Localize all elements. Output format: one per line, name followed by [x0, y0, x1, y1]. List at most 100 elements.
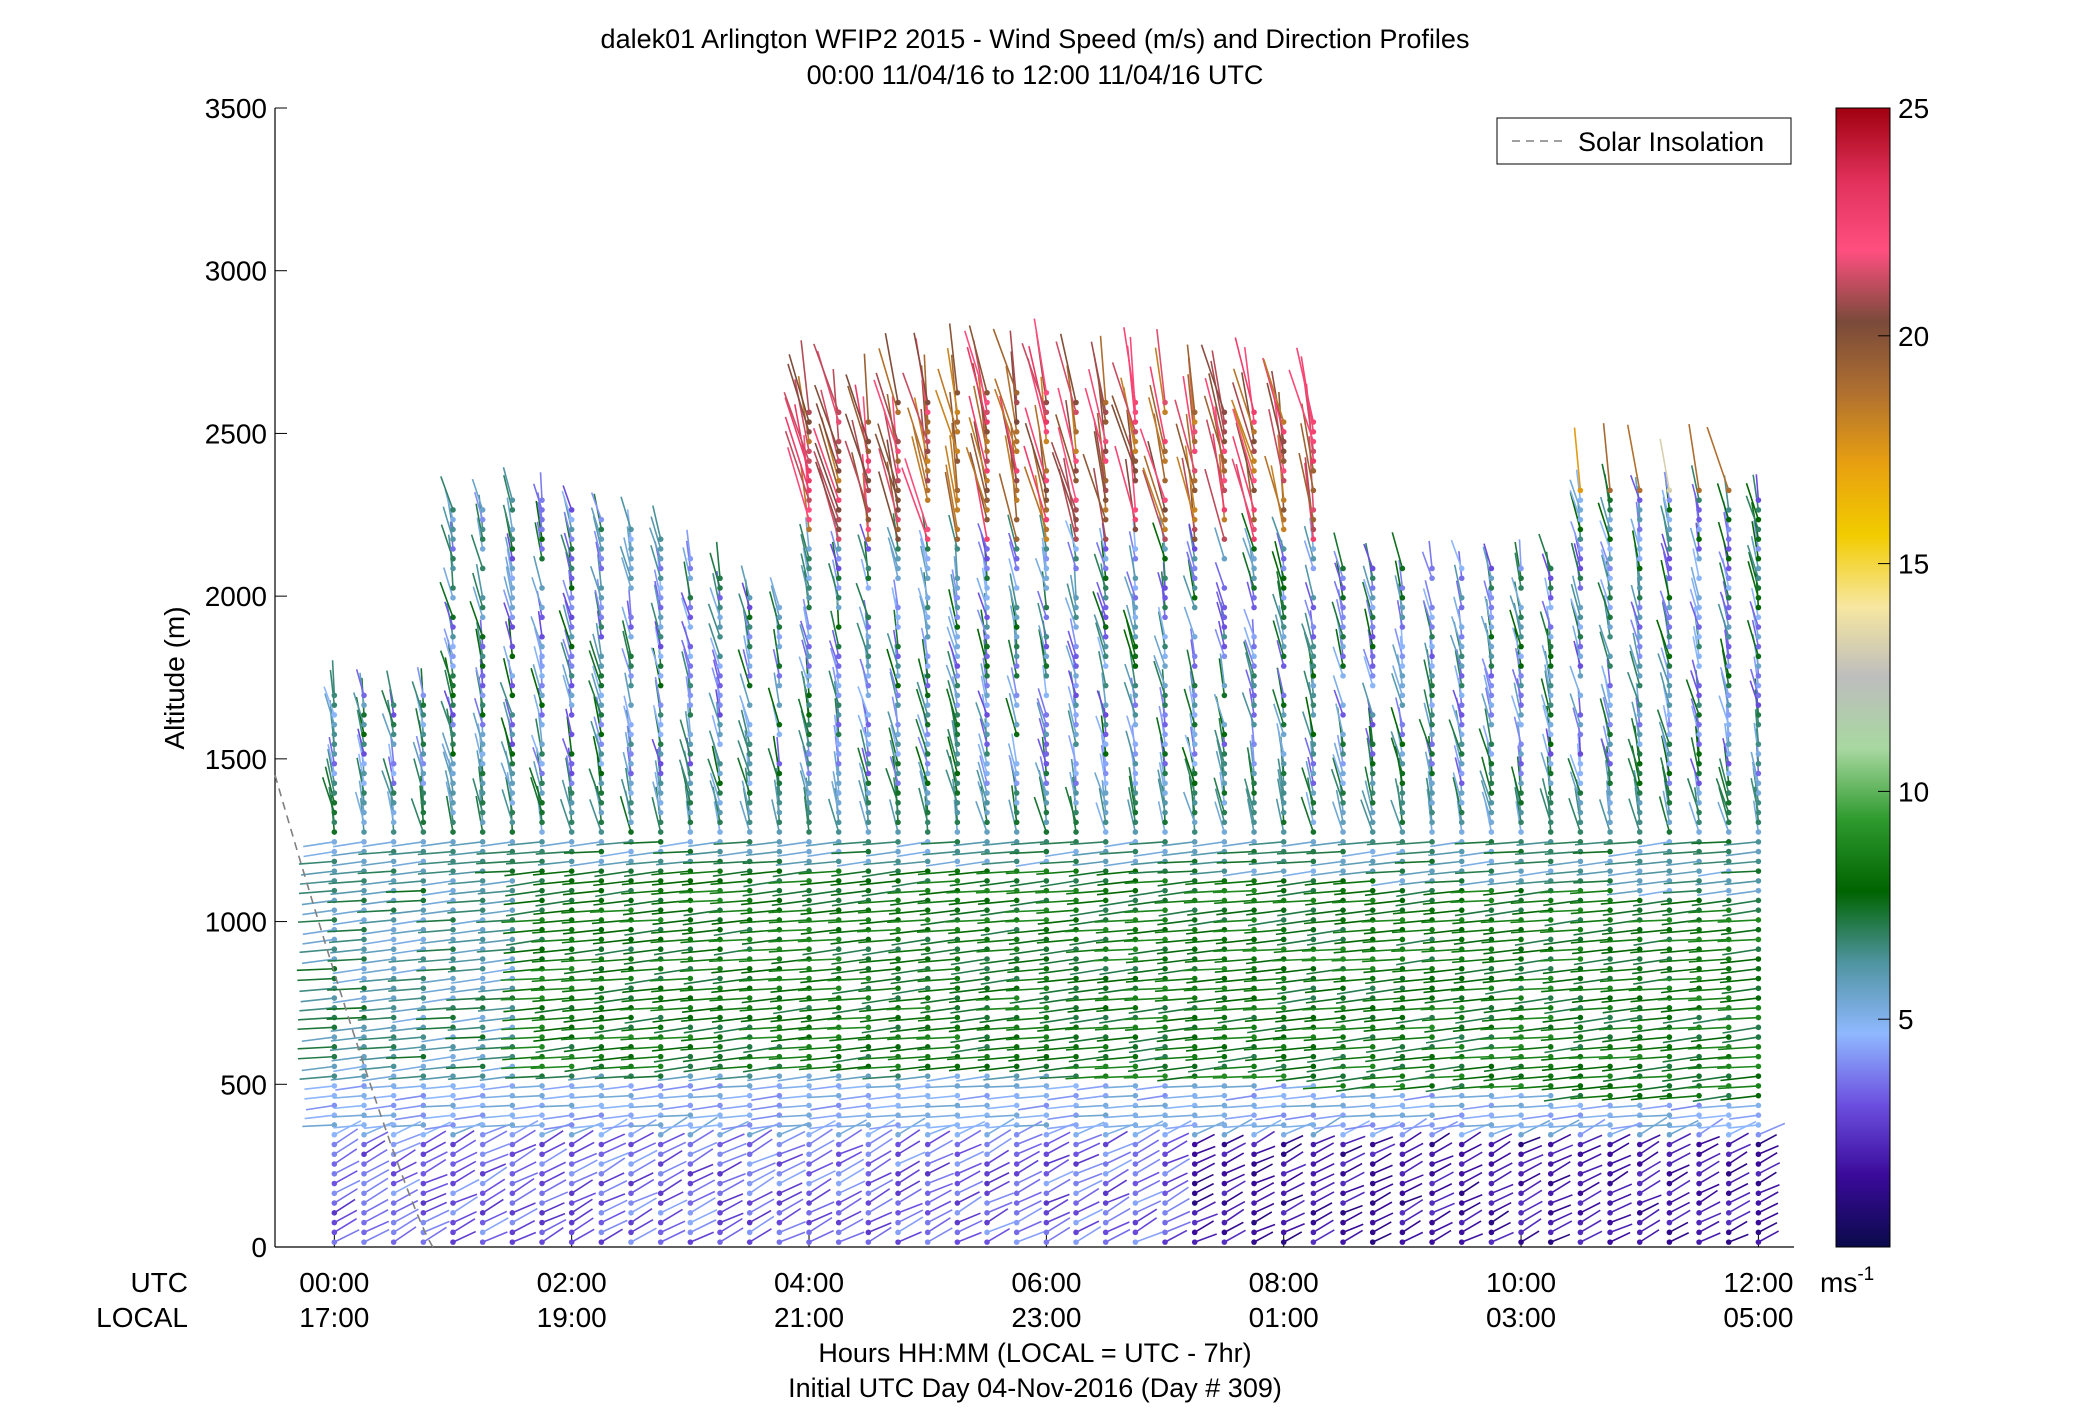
wind-barb-dot	[1073, 673, 1079, 679]
wind-barb-shaft	[297, 1055, 335, 1060]
wind-barb-dot	[361, 799, 367, 806]
wind-barb-shaft	[561, 738, 573, 765]
wind-barb-dot	[1013, 604, 1020, 611]
wind-barb-dot	[776, 1083, 783, 1089]
wind-barb-shaft	[919, 889, 958, 896]
wind-barb-dot	[598, 946, 605, 953]
wind-barb-shaft	[651, 899, 691, 905]
wind-barb-dot	[1280, 604, 1287, 611]
wind-barb-dot	[835, 897, 842, 904]
wind-barb-dot	[954, 819, 961, 826]
wind-barb-shaft	[533, 909, 572, 916]
wind-barb-shaft	[986, 1221, 1015, 1234]
wind-barb-dot	[1043, 419, 1050, 425]
wind-barb-shaft	[1096, 1007, 1136, 1013]
wind-barb-dot	[1102, 926, 1109, 933]
wind-barb-dot	[1191, 1219, 1198, 1226]
wind-barb-dot	[331, 995, 338, 1001]
wind-barb-dot	[450, 848, 456, 855]
wind-barb-shaft	[1035, 899, 1077, 904]
wind-barb-shaft	[683, 977, 721, 985]
wind-barb-shaft	[710, 880, 750, 886]
wind-barb-shaft	[713, 801, 721, 833]
wind-barb-shaft	[919, 538, 929, 569]
wind-barb-shaft	[592, 1016, 632, 1023]
wind-barb-dot	[539, 1044, 545, 1050]
wind-barb-shaft	[622, 909, 661, 916]
x-tick-label-utc: 12:00	[1723, 1267, 1793, 1298]
wind-barb-dot	[1013, 624, 1020, 630]
wind-barb-shaft	[1099, 850, 1136, 855]
wind-barb-dot	[1132, 760, 1139, 767]
wind-barb-dot	[1162, 1024, 1168, 1031]
wind-barb-dot	[1162, 458, 1168, 464]
wind-barb-dot	[628, 848, 634, 855]
wind-barb-shaft	[1124, 909, 1166, 914]
wind-barb-dot	[895, 487, 901, 494]
wind-barb-shaft	[392, 919, 424, 926]
wind-barb-dot	[1132, 399, 1139, 406]
wind-barb-dot	[331, 712, 338, 718]
wind-barb-dot	[1251, 1102, 1257, 1109]
wind-barb-shaft	[926, 1075, 958, 1082]
wind-barb-dot	[924, 887, 931, 894]
wind-barb-shaft	[1095, 938, 1136, 944]
wind-barb-shaft	[420, 841, 454, 847]
wind-barb-shaft	[1194, 1201, 1216, 1214]
wind-barb-dot	[1191, 907, 1198, 913]
wind-barb-dot	[984, 965, 990, 972]
wind-barb-shaft	[594, 987, 632, 995]
wind-barb-shaft	[381, 770, 395, 804]
wind-barb-shaft	[1194, 1133, 1215, 1146]
wind-barb-dot	[746, 751, 753, 757]
wind-barb-shaft	[1176, 456, 1196, 520]
wind-barb-shaft	[745, 850, 780, 857]
wind-barb-dot	[390, 829, 397, 835]
wind-barb-dot	[895, 624, 901, 630]
wind-barb-shaft	[601, 1172, 625, 1185]
wind-barb-dot	[1013, 1092, 1020, 1099]
wind-barb-dot	[390, 936, 397, 943]
wind-barb-shaft	[917, 870, 958, 876]
wind-barb-dot	[1102, 809, 1109, 816]
wind-barb-dot	[1102, 721, 1109, 728]
wind-barb-dot	[687, 1053, 694, 1060]
wind-barb-shaft	[829, 909, 869, 915]
wind-barb-shaft	[797, 938, 839, 943]
wind-barb-dot	[420, 1200, 427, 1206]
wind-barb-dot	[390, 1210, 397, 1216]
wind-barb-dot	[450, 516, 456, 523]
wind-barb-dot	[1013, 692, 1020, 699]
wind-barb-dot	[1132, 1170, 1139, 1177]
wind-barb-shaft	[1068, 703, 1077, 735]
wind-barb-dot	[954, 780, 961, 787]
wind-barb-dot	[598, 634, 605, 640]
wind-barb-dot	[479, 1005, 486, 1011]
wind-barb-shaft	[1010, 605, 1018, 637]
wind-barb-shaft	[1214, 967, 1255, 973]
wind-barb-dot	[628, 546, 634, 552]
wind-barb-dot	[1162, 790, 1168, 796]
wind-barb-dot	[954, 702, 961, 708]
x-tick-label-local: 19:00	[537, 1302, 607, 1333]
wind-barb-shaft	[1016, 1191, 1042, 1204]
wind-barb-dot	[1221, 555, 1228, 562]
wind-barb-dot	[331, 1170, 338, 1177]
wind-barb-shaft	[394, 1114, 424, 1121]
wind-barb-shaft	[1095, 715, 1107, 745]
wind-barb-dot	[954, 1141, 961, 1148]
wind-barb-dot	[984, 516, 990, 523]
wind-barb-shaft	[719, 1199, 743, 1214]
wind-barb-shaft	[1095, 802, 1107, 833]
wind-barb-shaft	[392, 1085, 424, 1090]
wind-barb-shaft	[867, 1129, 893, 1146]
wind-barb-shaft	[999, 395, 1018, 472]
wind-barb-shaft	[1069, 618, 1077, 647]
wind-barb-shaft	[1099, 967, 1136, 976]
wind-barb-shaft	[1203, 395, 1226, 462]
wind-barb-shaft	[711, 967, 750, 974]
wind-barb-dot	[1043, 389, 1050, 396]
wind-barb-shaft	[1100, 745, 1107, 774]
wind-barb-shaft	[423, 1201, 448, 1214]
wind-barb-dot	[835, 565, 842, 572]
